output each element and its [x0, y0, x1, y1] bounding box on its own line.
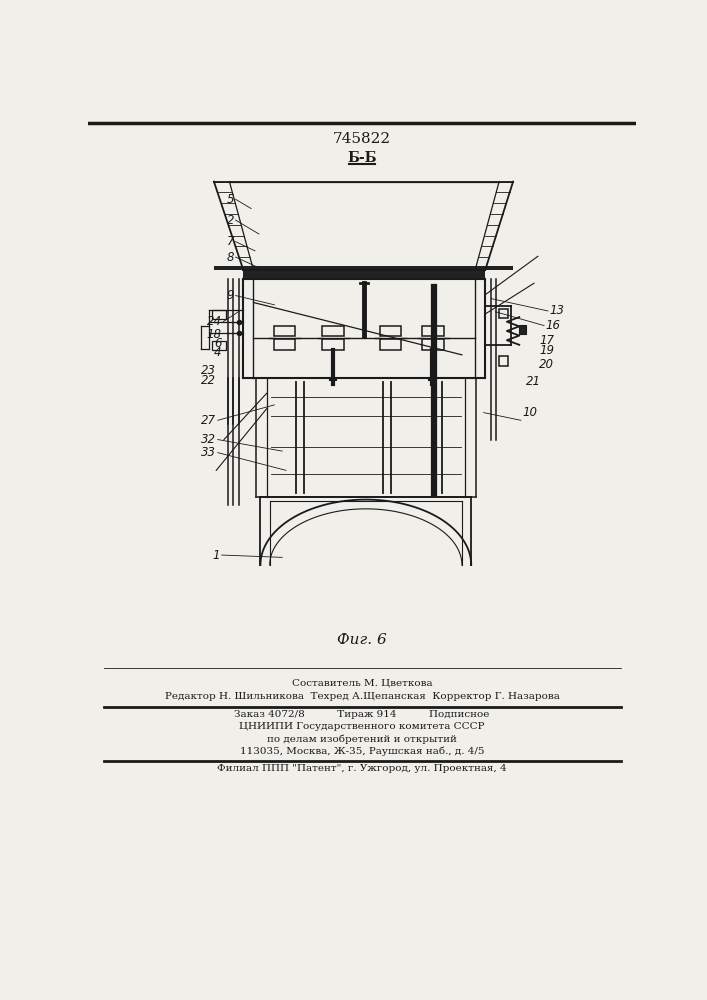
Text: 18: 18: [206, 328, 222, 341]
Bar: [274, 326, 296, 336]
Text: 16: 16: [546, 319, 561, 332]
Text: 9: 9: [226, 289, 234, 302]
Text: Филиал ППП "Патент", г. Ужгород, ул. Проектная, 4: Филиал ППП "Патент", г. Ужгород, ул. Про…: [217, 764, 507, 773]
Text: 6: 6: [214, 337, 222, 350]
Text: 4: 4: [214, 346, 222, 359]
Text: 10: 10: [522, 406, 537, 419]
Text: 8: 8: [226, 251, 234, 264]
Bar: [499, 309, 508, 318]
Bar: [518, 325, 526, 334]
Text: Б-Б: Б-Б: [347, 151, 377, 165]
Text: 24: 24: [206, 315, 222, 328]
Text: Заказ 4072/8          Тираж 914          Подписное: Заказ 4072/8 Тираж 914 Подписное: [234, 710, 490, 719]
Text: 32: 32: [201, 433, 216, 446]
Text: 113035, Москва, Ж-35, Раушская наб., д. 4/5: 113035, Москва, Ж-35, Раушская наб., д. …: [240, 747, 484, 756]
Text: 13: 13: [549, 304, 564, 317]
Text: 19: 19: [539, 344, 554, 358]
Text: 2: 2: [226, 214, 234, 227]
Text: 22: 22: [201, 374, 216, 387]
Text: Составитель М. Цветкова: Составитель М. Цветкова: [292, 678, 432, 687]
Text: Фиг. 6: Фиг. 6: [337, 633, 387, 647]
Bar: [212, 341, 226, 350]
Text: 33: 33: [201, 446, 216, 459]
Bar: [243, 268, 485, 279]
Bar: [322, 339, 344, 350]
Bar: [274, 339, 296, 350]
Bar: [214, 266, 513, 270]
Text: 23: 23: [201, 364, 216, 377]
Text: по делам изобретений и открытий: по делам изобретений и открытий: [267, 734, 457, 744]
Text: 5: 5: [226, 193, 234, 206]
Bar: [322, 326, 344, 336]
Text: 17: 17: [539, 334, 554, 347]
Text: 20: 20: [539, 358, 554, 371]
Bar: [499, 356, 508, 366]
Text: 27: 27: [201, 414, 216, 427]
Bar: [422, 339, 444, 350]
Text: 21: 21: [526, 375, 542, 388]
Bar: [422, 326, 444, 336]
Bar: [212, 310, 226, 319]
Text: 745822: 745822: [333, 132, 391, 146]
Text: Редактор Н. Шильникова  Техред А.Щепанская  Корректор Г. Назарова: Редактор Н. Шильникова Техред А.Щепанска…: [165, 692, 559, 701]
Bar: [380, 339, 402, 350]
Text: ЦНИИПИ Государственного комитета СССР: ЦНИИПИ Государственного комитета СССР: [239, 722, 485, 731]
Text: 7: 7: [226, 235, 234, 248]
Text: 1: 1: [213, 549, 220, 562]
Bar: [380, 326, 402, 336]
